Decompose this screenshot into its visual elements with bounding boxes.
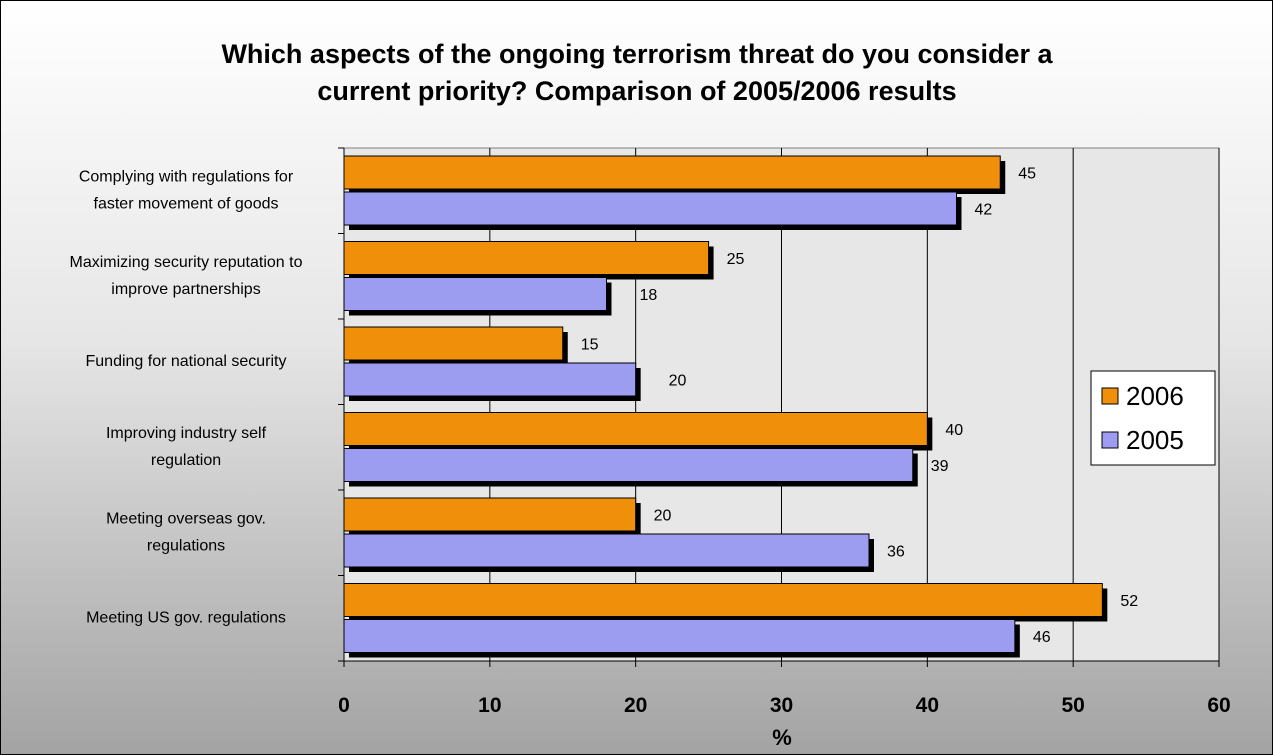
data-label: 20: [669, 373, 687, 390]
bar-2005: [343, 533, 870, 568]
x-axis-title: %: [772, 725, 792, 750]
x-tick-label: 50: [1061, 694, 1084, 717]
category-label: Funding for national security: [86, 353, 287, 370]
bar-2006: [343, 412, 928, 446]
chart-title-line: Which aspects of the ongoing terrorism t…: [221, 39, 1053, 69]
x-tick-label: 10: [478, 694, 501, 717]
bar-2005: [343, 362, 637, 397]
bar-2006: [343, 326, 564, 361]
legend-label: 2006: [1126, 381, 1184, 411]
bar-2006: [343, 155, 1001, 190]
legend-swatch-2006: [1101, 387, 1119, 405]
legend-label: 2005: [1126, 425, 1184, 455]
category-label: improve partnerships: [111, 281, 260, 298]
category-label: Meeting overseas gov.: [106, 510, 266, 527]
data-label: 42: [975, 202, 993, 219]
data-label: 15: [581, 337, 599, 354]
category-label: regulation: [151, 452, 221, 469]
chart-title-line: current priority? Comparison of 2005/200…: [317, 76, 956, 106]
data-label: 18: [640, 287, 658, 304]
bar-2005: [343, 448, 914, 482]
data-label: 36: [887, 544, 905, 561]
bar-2006: [343, 583, 1103, 617]
data-label: 20: [654, 508, 672, 525]
category-label: Improving industry self: [106, 425, 267, 442]
data-label: 40: [945, 422, 963, 439]
bar-2006: [343, 497, 637, 532]
category-label: Meeting US gov. regulations: [86, 609, 286, 626]
legend-box: [1090, 370, 1216, 466]
category-label: Maximizing security reputation to: [70, 254, 303, 271]
category-label: regulations: [147, 537, 225, 554]
category-label: Complying with regulations for: [79, 168, 294, 185]
x-tick-label: 0: [338, 694, 350, 717]
x-tick-label: 60: [1207, 694, 1230, 717]
data-label: 46: [1033, 629, 1051, 646]
data-label: 45: [1018, 166, 1036, 183]
bar-2005: [343, 191, 957, 226]
legend-swatch-2005: [1101, 431, 1119, 449]
bar-2005: [343, 619, 1016, 653]
data-label: 39: [931, 458, 949, 475]
x-tick-label: 30: [770, 694, 793, 717]
data-label: 52: [1120, 593, 1138, 610]
bar-2006: [343, 241, 710, 275]
x-tick-label: 40: [916, 694, 939, 717]
category-label: faster movement of goods: [94, 195, 279, 212]
bar-2005: [343, 277, 607, 311]
data-label: 25: [727, 251, 745, 268]
x-tick-label: 20: [624, 694, 647, 717]
